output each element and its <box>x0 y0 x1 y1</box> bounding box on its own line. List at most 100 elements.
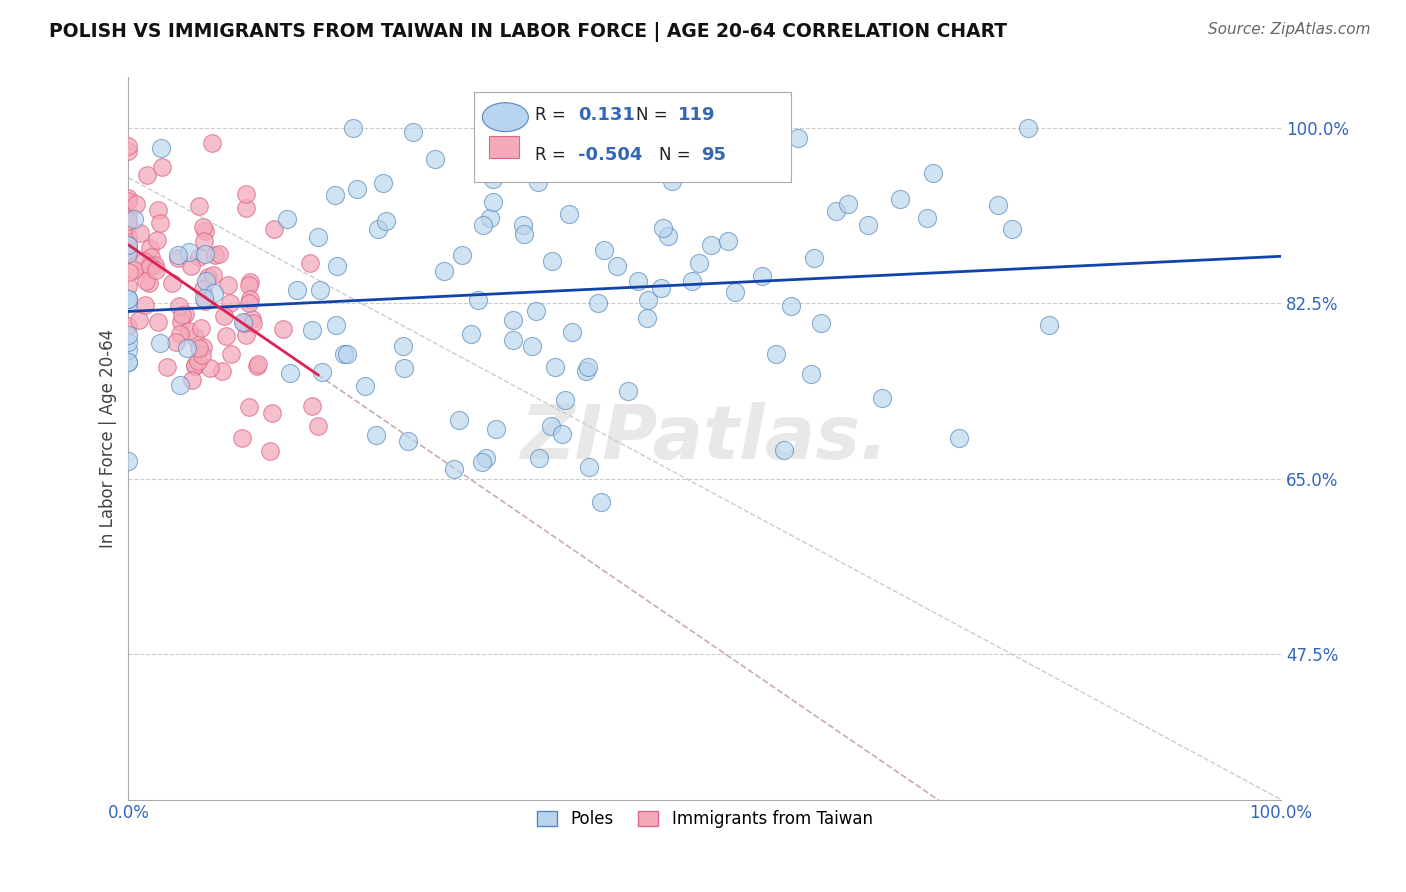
Point <box>502 313 524 327</box>
Point <box>167 299 190 313</box>
Point <box>481 172 503 186</box>
Point <box>591 495 613 509</box>
Point <box>259 443 281 458</box>
Point <box>138 277 160 291</box>
Point <box>948 431 970 445</box>
Point <box>558 206 581 220</box>
Point <box>193 220 215 235</box>
Point <box>179 324 201 338</box>
Point <box>239 275 262 289</box>
Point <box>392 360 415 375</box>
Point <box>187 342 209 356</box>
Point <box>786 130 808 145</box>
Point <box>117 213 139 227</box>
Point <box>170 308 193 322</box>
Point <box>194 294 217 309</box>
Point <box>146 203 169 218</box>
Point <box>364 427 387 442</box>
Point <box>262 406 284 420</box>
Point <box>810 316 832 330</box>
Point <box>117 279 139 293</box>
FancyBboxPatch shape <box>474 92 792 182</box>
Point <box>117 194 139 208</box>
Point <box>217 277 239 292</box>
Point <box>214 329 236 343</box>
Point <box>117 334 139 349</box>
Point <box>837 197 859 211</box>
Point <box>527 175 550 189</box>
Point <box>124 263 146 277</box>
Point <box>139 250 162 264</box>
Point <box>650 281 672 295</box>
Point <box>118 265 141 279</box>
Point <box>193 291 215 305</box>
Point <box>136 168 159 182</box>
Point <box>751 268 773 283</box>
Point <box>202 286 225 301</box>
Point <box>433 264 456 278</box>
Point <box>117 454 139 468</box>
Point <box>576 359 599 374</box>
Point <box>402 125 425 139</box>
Point <box>117 237 139 252</box>
Point <box>197 269 219 284</box>
Point <box>246 359 269 374</box>
Point <box>184 359 207 374</box>
Point <box>117 144 139 158</box>
Point <box>467 293 489 307</box>
Point <box>593 243 616 257</box>
Point <box>522 339 544 353</box>
Point <box>190 321 212 335</box>
Point <box>915 211 938 226</box>
Point <box>181 373 204 387</box>
Point <box>139 259 162 273</box>
Circle shape <box>482 103 529 132</box>
Point <box>652 221 675 235</box>
Point <box>193 234 215 248</box>
Point <box>125 197 148 211</box>
Point <box>586 295 609 310</box>
Point <box>117 244 139 258</box>
Point <box>167 248 190 262</box>
Point <box>187 353 209 368</box>
Point <box>187 199 209 213</box>
Point <box>367 221 389 235</box>
Point <box>239 292 262 306</box>
Point <box>194 274 217 288</box>
Point <box>135 274 157 288</box>
Point <box>513 227 536 242</box>
Point <box>325 318 347 332</box>
Point <box>235 327 257 342</box>
Legend: Poles, Immigrants from Taiwan: Poles, Immigrants from Taiwan <box>530 803 879 835</box>
Point <box>479 125 502 139</box>
Point <box>631 120 654 135</box>
Point <box>285 283 308 297</box>
Point <box>136 260 159 275</box>
Point <box>922 166 945 180</box>
Point <box>117 244 139 259</box>
Point <box>537 160 560 174</box>
Text: 119: 119 <box>678 106 716 124</box>
Point <box>1000 222 1022 236</box>
Point <box>117 230 139 244</box>
Point <box>166 251 188 265</box>
Point <box>354 379 377 393</box>
Text: R =: R = <box>536 106 571 124</box>
Point <box>180 259 202 273</box>
Point <box>156 359 179 374</box>
Point <box>235 186 257 201</box>
Point <box>443 462 465 476</box>
Point <box>561 326 583 340</box>
Point <box>276 211 298 226</box>
Point <box>825 203 848 218</box>
Point <box>551 426 574 441</box>
Point <box>870 392 893 406</box>
Point <box>346 181 368 195</box>
Point <box>578 460 600 475</box>
Point <box>724 285 747 299</box>
Point <box>177 244 200 259</box>
Point <box>263 221 285 235</box>
Point <box>661 174 683 188</box>
Point <box>122 211 145 226</box>
Point <box>512 218 534 232</box>
